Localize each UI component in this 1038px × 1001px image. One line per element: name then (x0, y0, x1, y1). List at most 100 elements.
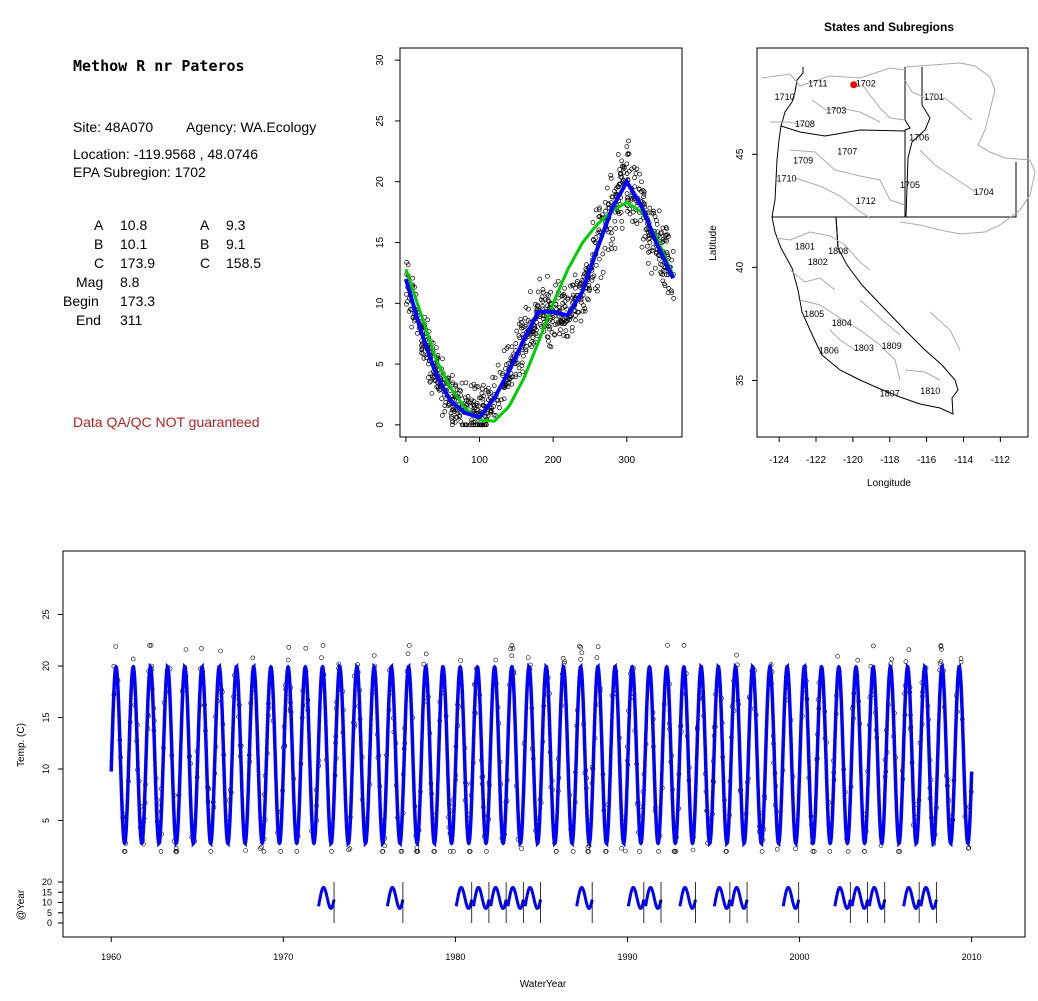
param-value: 9.3 (226, 217, 246, 233)
temperature-point (399, 848, 405, 854)
scatter-point (406, 309, 412, 314)
region-label: 1709 (793, 155, 813, 165)
scatter-point (641, 189, 647, 195)
temperature-point (525, 655, 531, 660)
scatter-point (633, 171, 639, 176)
scatter-point (574, 279, 580, 284)
time-series-x-tick-label: 1970 (273, 952, 293, 962)
region-label: 1708 (795, 119, 815, 129)
location: Location: -119.9568 , 48.0746 (73, 146, 259, 162)
scatter-point (664, 238, 670, 244)
scatter-point (527, 342, 533, 347)
time-series-frame (62, 550, 1026, 938)
scatter-y-tick-label: 30 (375, 54, 386, 66)
scatter-point (613, 226, 618, 231)
temperature-point (509, 653, 515, 659)
scatter-point (539, 297, 544, 303)
time-series-x-tick-label: 1980 (445, 952, 465, 962)
temperature-point (594, 655, 600, 660)
scatter-point (612, 218, 618, 224)
temperature-point (121, 849, 127, 854)
scatter-point (479, 422, 484, 428)
scatter-point (644, 243, 650, 249)
scatter-point (573, 285, 578, 291)
region-label: 1807 (880, 388, 900, 398)
time-series-y-tick-label: 5 (41, 818, 51, 823)
scatter-fit-curves (403, 177, 676, 423)
scatter-point (652, 265, 658, 271)
scatter-point (591, 273, 597, 279)
temperature-point (811, 849, 817, 854)
scatter-point (596, 207, 602, 213)
param-value: 158.5 (226, 255, 262, 271)
region-label: 1805 (804, 309, 824, 319)
scatter-y-tick-label: 5 (375, 361, 386, 367)
scatter-point (582, 271, 587, 277)
scatter-point (437, 387, 442, 393)
temperature-point (130, 656, 136, 662)
scatter-point (535, 289, 541, 295)
scatter-point (459, 380, 465, 386)
param-label: C (94, 255, 105, 271)
scatter-point (638, 218, 643, 223)
annual-curve (506, 886, 525, 910)
temperature-point (966, 845, 971, 851)
temperature-point (382, 843, 388, 849)
scatter-point (463, 380, 469, 386)
param-label: Begin (63, 293, 99, 309)
scatter-point (618, 171, 624, 176)
temperature-point (148, 643, 154, 648)
scatter-point (479, 386, 485, 392)
scatter-point (449, 414, 454, 419)
temperature-point (889, 656, 895, 662)
scatter-point (421, 356, 427, 361)
scatter-point (621, 164, 627, 170)
scatter-point (552, 322, 558, 327)
scatter-point (637, 171, 642, 177)
temperature-point (347, 846, 353, 851)
temperature-point (681, 643, 687, 648)
scatter-point (483, 387, 489, 393)
time-series-ylabel: Temp. (C) (16, 723, 27, 767)
scatter-point (530, 335, 536, 340)
scatter-point (492, 375, 498, 381)
region-label: 1707 (837, 146, 857, 156)
scatter-point (572, 272, 578, 278)
scatter-point (476, 395, 482, 401)
scatter-point (557, 331, 562, 337)
scatter-point (440, 356, 445, 362)
region-labels: 1702 1711 1710 1703 1701 1708 1706 1707 1709 1710… (775, 78, 994, 398)
temperature-point (259, 844, 264, 850)
scatter-point (559, 293, 565, 299)
annual-curve (781, 886, 801, 910)
temperature-point (158, 849, 164, 854)
scatter-point (660, 237, 666, 242)
scatter-point (404, 301, 409, 307)
scatter-point (519, 363, 525, 368)
time-series-y-tick-label: 25 (41, 609, 51, 619)
scatter-point (669, 290, 675, 296)
scatter-point (590, 220, 596, 225)
scatter-point (615, 152, 621, 157)
scatter-point (473, 383, 479, 389)
scatter-point (433, 345, 439, 351)
scatter-point (624, 171, 630, 176)
scatter-point (666, 286, 672, 291)
map-title: States and Subregions (824, 20, 954, 34)
scatter-point (429, 390, 435, 396)
scatter-point (425, 317, 430, 323)
scatter-point (420, 351, 426, 357)
scatter-point (670, 249, 676, 254)
oregon-washington-border (780, 125, 906, 137)
year-subplot-tick-label: 5 (47, 908, 52, 918)
scatter-point (497, 370, 503, 375)
scatter-point (451, 407, 457, 413)
temperature-point (906, 647, 912, 653)
scatter-point (603, 208, 608, 214)
scatter-point (555, 319, 561, 325)
scatter-point (582, 308, 588, 314)
scatter-point (606, 201, 611, 207)
scatter-point (468, 383, 474, 389)
temperature-point (199, 646, 204, 651)
scatter-point (643, 227, 649, 232)
